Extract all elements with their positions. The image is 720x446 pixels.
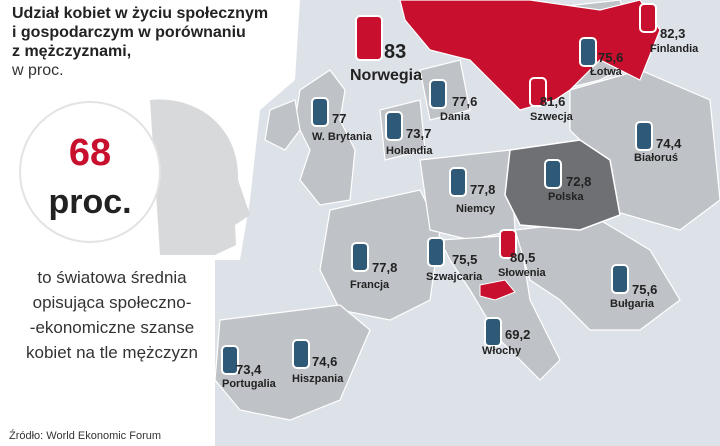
- country-label: Włochy: [482, 345, 522, 357]
- marker: [544, 159, 562, 189]
- marker: [429, 79, 447, 109]
- value-label: 75,5: [452, 252, 477, 267]
- title-line: z mężczyznami,: [12, 43, 131, 60]
- marker: [427, 237, 445, 267]
- marker: [639, 3, 657, 33]
- value-label: 80,5: [510, 250, 535, 265]
- badge-circle: [19, 101, 161, 243]
- poland-shape: [504, 139, 621, 231]
- marker: [449, 167, 467, 197]
- country-label: Słowenia: [498, 267, 547, 279]
- marker: [579, 37, 597, 67]
- value-label: 82,3: [660, 26, 685, 41]
- value-label: 81,6: [540, 94, 565, 109]
- unit: w proc.: [11, 62, 64, 79]
- marker: [529, 77, 547, 107]
- marker: [351, 242, 369, 272]
- country-label: Białoruś: [634, 152, 678, 164]
- country-label: Holandia: [386, 145, 433, 157]
- value-label: 77: [332, 111, 346, 126]
- value-label: 72,8: [566, 174, 591, 189]
- country-label: Niemcy: [456, 203, 496, 215]
- value-label: 77,8: [372, 260, 397, 275]
- badge-value: 68: [69, 132, 111, 174]
- slovenia-shape: [479, 279, 516, 301]
- caption-line: opisująca społeczno-: [33, 293, 192, 312]
- value-label: 74,4: [656, 136, 682, 151]
- country-label: Hiszpania: [292, 373, 344, 385]
- caption-line: -ekonomiczne szanse: [30, 318, 194, 337]
- caption-line: to światowa średnia: [37, 268, 187, 287]
- marker: [635, 121, 653, 151]
- value-label: 73,4: [236, 362, 262, 377]
- marker: [292, 339, 310, 369]
- country-label: Dania: [440, 111, 471, 123]
- caption-line: kobiet na tle mężczyzn: [26, 343, 198, 362]
- marker: [385, 111, 403, 141]
- value-label: 75,6: [598, 50, 623, 65]
- source: Źródło: World Ekonomic Forum: [9, 429, 161, 442]
- value-label: 77,6: [452, 94, 477, 109]
- country-label: Szwecja: [530, 111, 574, 123]
- nordic-shape: [399, 0, 661, 111]
- country-label: Norwegia: [350, 67, 422, 84]
- marker: [499, 229, 517, 259]
- value-label: 75,6: [632, 282, 657, 297]
- marker: [611, 264, 629, 294]
- country-label: Portugalia: [222, 378, 277, 390]
- marker: [221, 345, 239, 375]
- title-line: Udział kobiet w życiu społecznym: [12, 5, 268, 22]
- country-label: Finlandia: [650, 43, 699, 55]
- marker: [311, 97, 329, 127]
- country-label: W. Brytania: [312, 131, 373, 143]
- country-label: Polska: [548, 191, 584, 203]
- title-line: i gospodarczym w porównaniu: [12, 24, 246, 41]
- marker: [484, 317, 502, 347]
- value-label: 77,8: [470, 182, 495, 197]
- country-label: Francja: [350, 279, 390, 291]
- badge-unit: proc.: [48, 183, 131, 221]
- panel: [0, 250, 215, 446]
- country-label: Szwajcaria: [426, 271, 483, 283]
- value-label: 73,7: [406, 126, 431, 141]
- value-label: 69,2: [505, 327, 530, 342]
- value-label: 74,6: [312, 354, 337, 369]
- value-label: 83: [384, 41, 406, 63]
- country-label: Łotwa: [590, 66, 623, 78]
- country-label: Bułgaria: [610, 298, 655, 310]
- marker: [355, 15, 383, 61]
- head-silhouette: [150, 99, 250, 255]
